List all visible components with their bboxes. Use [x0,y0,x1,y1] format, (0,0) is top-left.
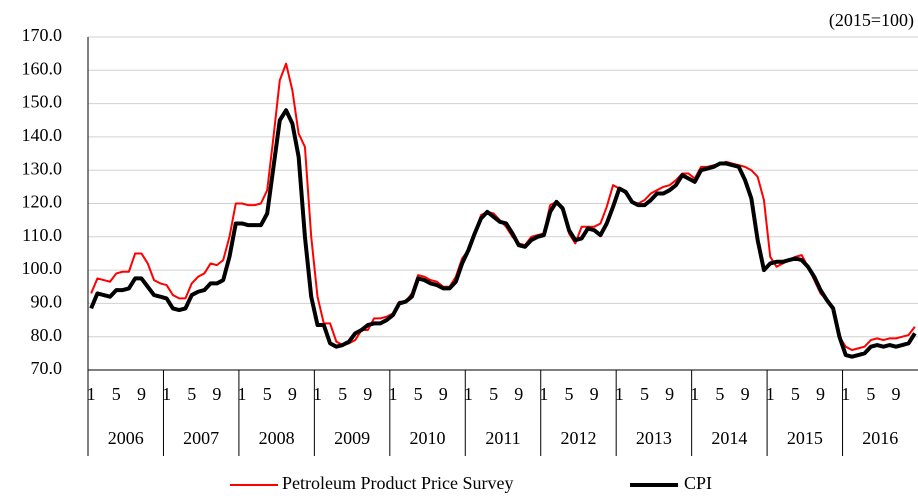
y-tick-label: 150.0 [22,92,63,112]
line-series [90,62,916,352]
x-tick-label: 5 [263,384,272,404]
y-tick-label: 100.0 [22,258,63,278]
y-tick-label: 170.0 [22,25,63,45]
y-tick-label: 140.0 [22,125,63,145]
line-series [89,108,917,359]
year-label: 2011 [485,428,520,448]
x-tick-label: 9 [891,384,900,404]
x-tick-label: 9 [212,384,221,404]
x-tick-label: 9 [665,384,674,404]
y-tick-label: 120.0 [22,192,63,212]
annotation: (2015=100) [829,10,914,31]
x-tick-label: 5 [187,384,196,404]
x-tick-label: 9 [514,384,523,404]
x-tick-label: 1 [162,384,171,404]
legend-label: CPI [684,473,712,493]
x-tick-label: 5 [489,384,498,404]
x-tick-label: 1 [615,384,624,404]
x-tick-label: 5 [414,384,423,404]
x-tick-label: 1 [841,384,850,404]
x-tick-label: 1 [464,384,473,404]
x-tick-label: 5 [338,384,347,404]
x-tick-label: 9 [363,384,372,404]
year-label: 2009 [334,428,370,448]
y-tick-label: 80.0 [31,325,63,345]
x-tick-label: 1 [238,384,247,404]
x-tick-label: 5 [791,384,800,404]
x-tick-label: 1 [539,384,548,404]
year-label: 2013 [636,428,672,448]
x-tick-label: 9 [741,384,750,404]
year-label: 2015 [787,428,823,448]
x-tick-label: 9 [590,384,599,404]
x-tick-label: 9 [816,384,825,404]
y-tick-label: 90.0 [31,292,63,312]
legend-label: Petroleum Product Price Survey [282,473,513,493]
x-tick-label: 9 [288,384,297,404]
x-tick-label: 1 [690,384,699,404]
y-tick-label: 130.0 [22,158,63,178]
x-tick-label: 5 [565,384,574,404]
y-tick-label: 160.0 [22,58,63,78]
year-label: 2014 [711,428,747,448]
x-tick-label: 9 [137,384,146,404]
y-tick-label: 110.0 [22,225,62,245]
year-label: 2010 [410,428,446,448]
year-label: 2016 [862,428,898,448]
year-label: 2012 [560,428,596,448]
x-tick-label: 5 [715,384,724,404]
x-tick-label: 5 [112,384,121,404]
x-tick-label: 1 [87,384,96,404]
x-tick-label: 9 [439,384,448,404]
year-label: 2007 [183,428,219,448]
x-tick-label: 1 [766,384,775,404]
year-label: 2006 [108,428,144,448]
y-tick-label: 70.0 [31,358,63,378]
x-tick-label: 5 [866,384,875,404]
x-tick-label: 5 [640,384,649,404]
year-label: 2008 [259,428,295,448]
x-tick-label: 1 [313,384,322,404]
x-tick-label: 1 [388,384,397,404]
